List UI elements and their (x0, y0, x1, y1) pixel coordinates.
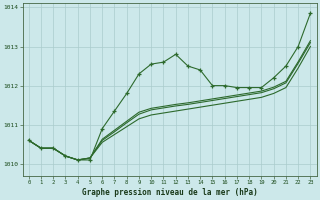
X-axis label: Graphe pression niveau de la mer (hPa): Graphe pression niveau de la mer (hPa) (82, 188, 258, 197)
